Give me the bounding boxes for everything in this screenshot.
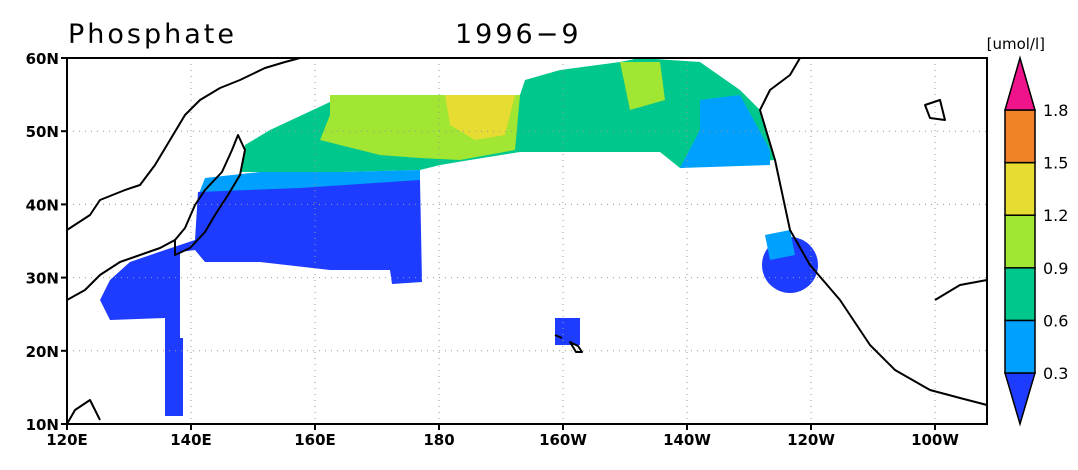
region (100, 180, 422, 416)
lat-label: 20N (26, 343, 59, 361)
coastline (924, 99, 946, 121)
coastline (66, 399, 101, 425)
lon-label: 140W (663, 431, 711, 449)
region (680, 95, 770, 168)
units: [umol/l] (987, 35, 1045, 53)
coastline (66, 57, 301, 231)
region (198, 170, 420, 196)
coastline (759, 57, 988, 406)
lon-label: 140E (170, 431, 212, 449)
lat-label: 50N (26, 123, 59, 141)
title: Phosphate (68, 19, 237, 50)
phosphate-field (100, 58, 818, 416)
colorbar-label: 0.9 (1043, 259, 1068, 278)
colorbar-label: 1.5 (1043, 154, 1068, 173)
lon-label: 160E (294, 431, 336, 449)
colorbar-segment (1004, 109, 1036, 164)
lon-label: 180 (423, 431, 454, 449)
map-frame (66, 57, 988, 425)
colorbar-segment (1004, 161, 1036, 216)
colorbar-segment (1004, 319, 1036, 374)
lat-label: 10N (26, 416, 59, 434)
lon-label: 120W (787, 431, 835, 449)
colorbar-label: 1.8 (1043, 101, 1068, 120)
coastline (66, 239, 176, 301)
colorbar-segment (1003, 372, 1037, 427)
colorbar-label: 0.6 (1043, 311, 1068, 330)
colorbar: 0.3 0.6 0.9 1.2 1.5 1.8 (1003, 55, 1068, 427)
colorbar-segment (1004, 214, 1036, 269)
region (765, 230, 795, 260)
colorbar-segment (1004, 267, 1036, 322)
region (620, 62, 665, 110)
lat-label: 60N (26, 50, 59, 68)
lat-label: 30N (26, 270, 59, 288)
colorbar-segment (1004, 55, 1036, 111)
lon-label: 160W (539, 431, 587, 449)
coastlines (66, 57, 988, 425)
coastline (174, 134, 246, 256)
lon-label: 100W (911, 431, 959, 449)
region (555, 318, 580, 345)
colorbar-label: 1.2 (1043, 206, 1068, 225)
coastline (554, 334, 583, 353)
coastline (934, 279, 988, 301)
region (445, 95, 515, 140)
colorbar-label: 0.3 (1043, 364, 1068, 383)
lon-label: 120E (46, 431, 88, 449)
date: 1996−9 (455, 19, 582, 50)
lat-label: 40N (26, 196, 59, 214)
